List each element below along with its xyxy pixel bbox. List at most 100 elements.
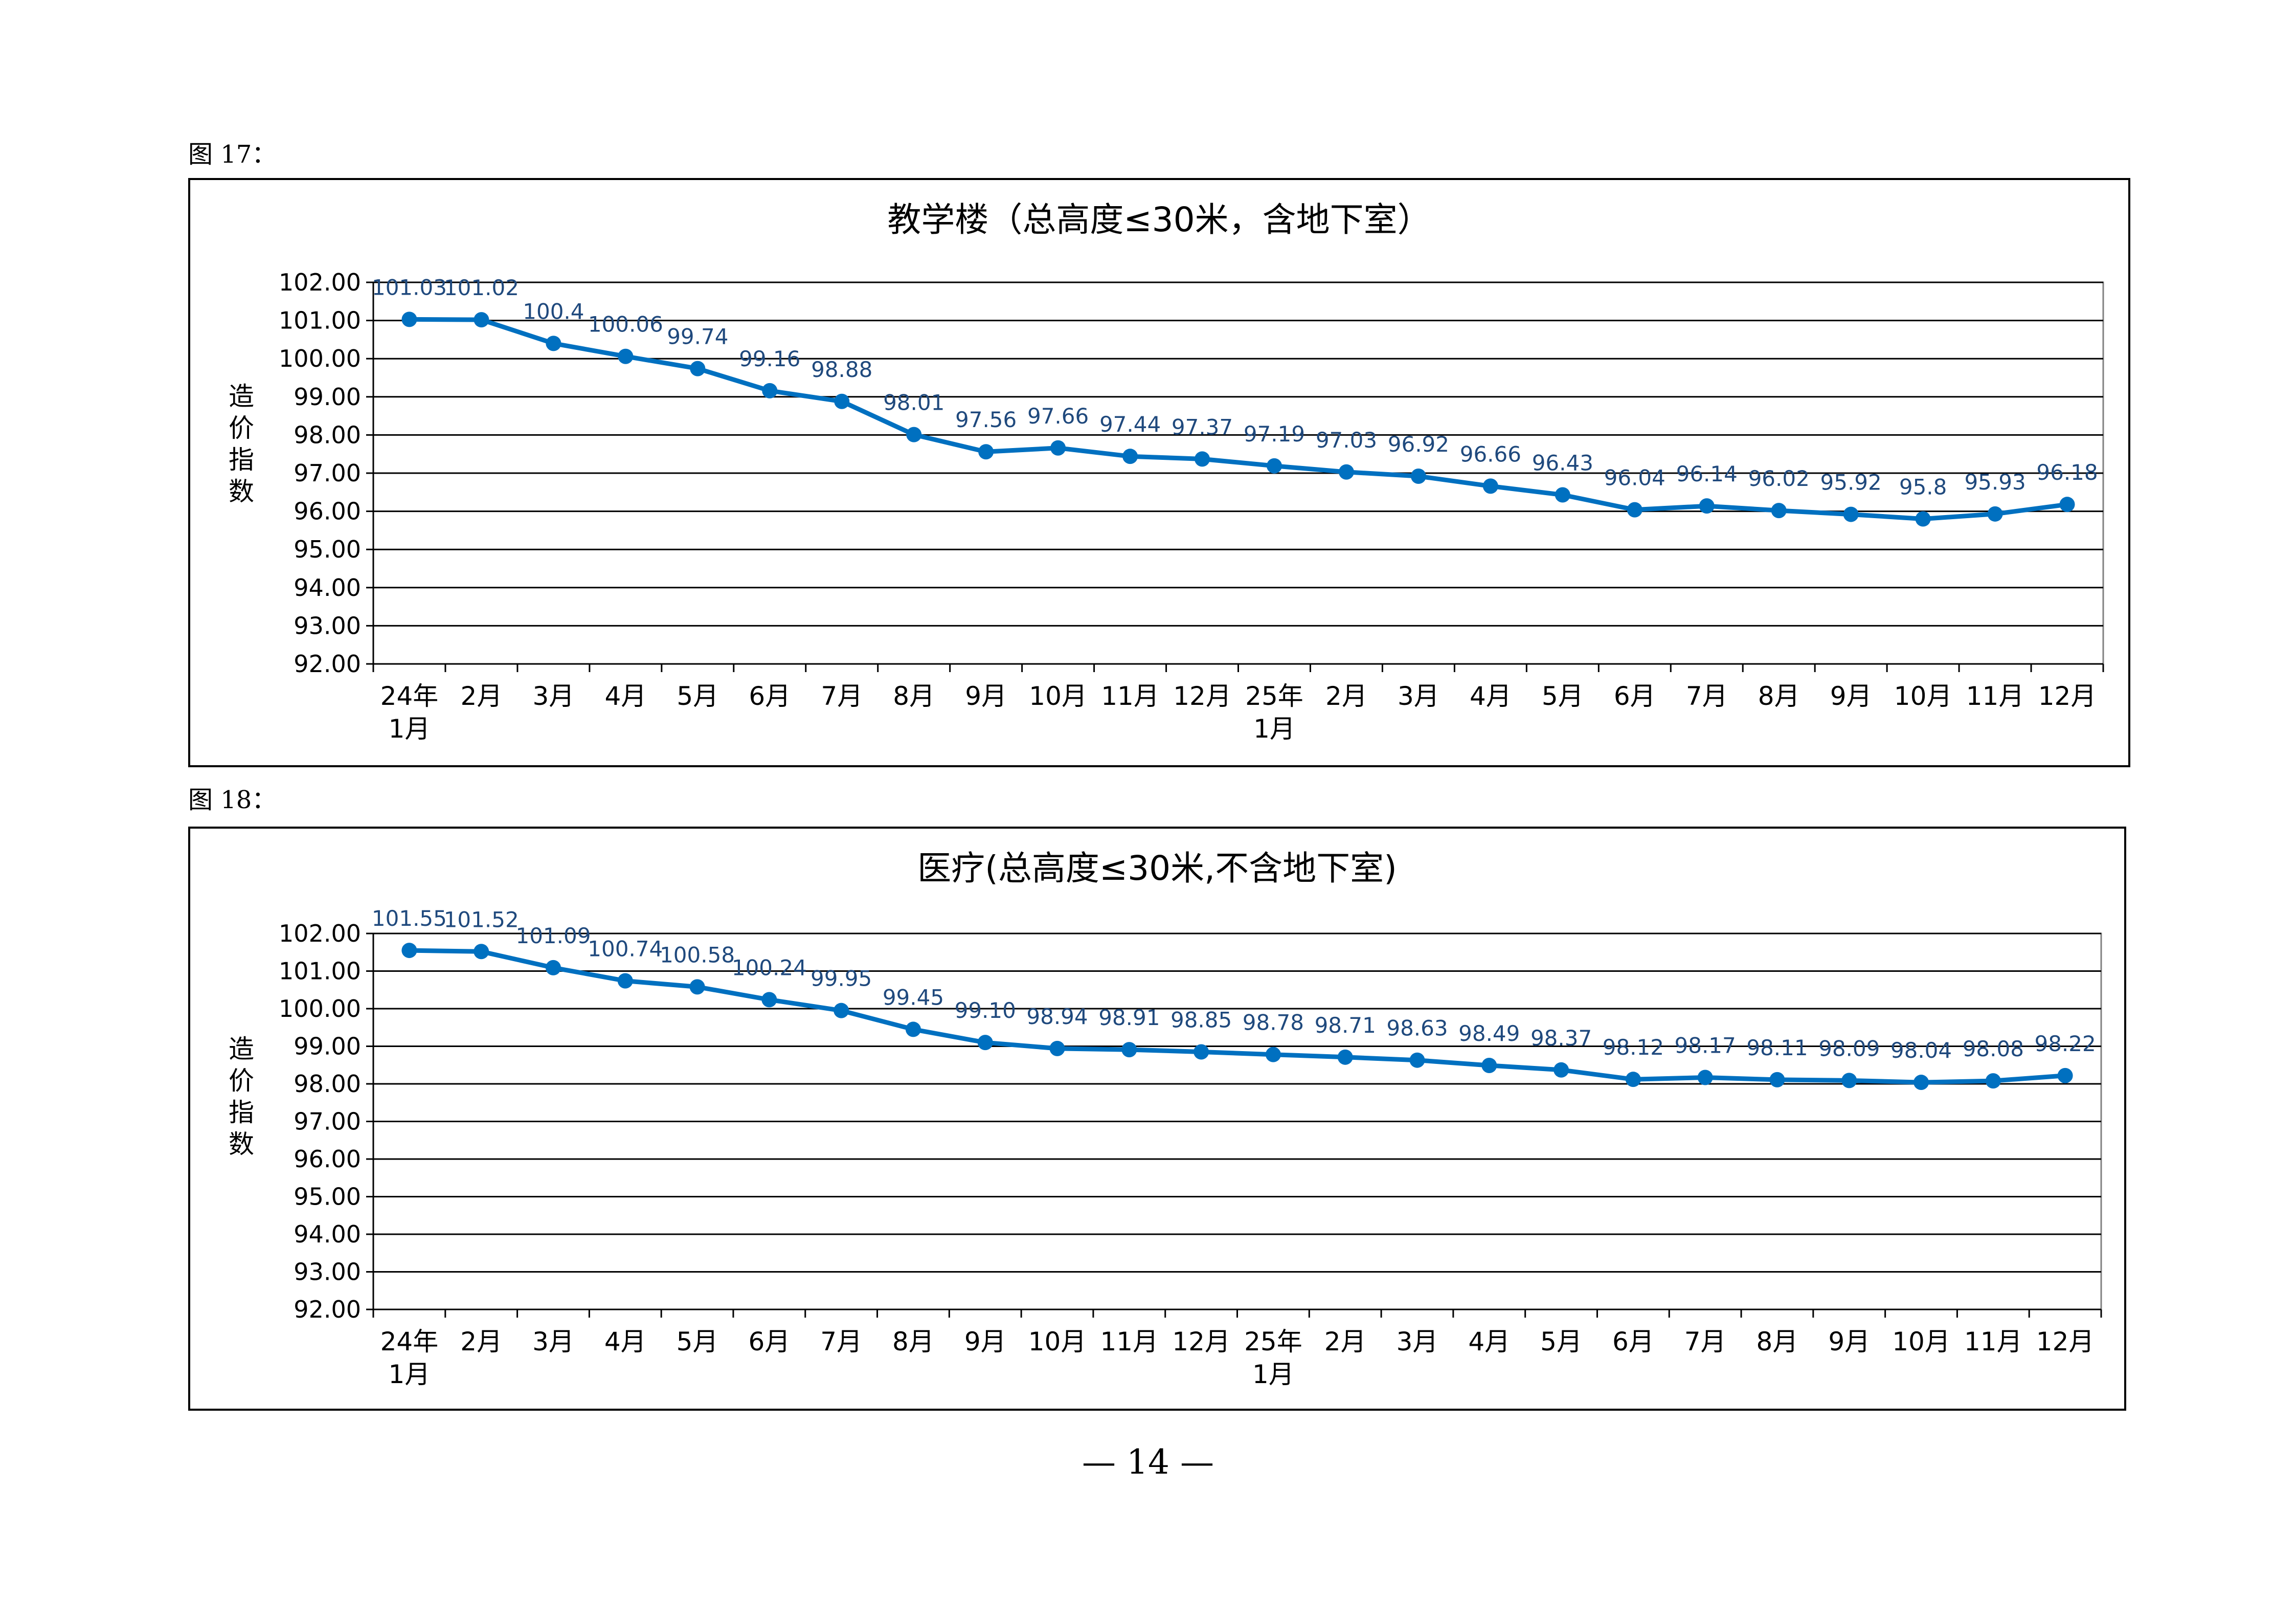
x-tick-label: 5月 [1540, 1327, 1582, 1356]
x-tick-label: 3月 [1398, 681, 1439, 711]
data-label: 99.74 [667, 324, 728, 349]
data-label: 95.8 [1899, 475, 1947, 500]
data-label: 100.58 [660, 942, 735, 967]
data-point [1338, 464, 1354, 480]
y-axis-label: 造价指数 [229, 1034, 254, 1159]
x-tick-label: 9月 [964, 1327, 1006, 1356]
x-tick-label: 12月 [2036, 1327, 2095, 1356]
data-point [905, 1021, 921, 1037]
data-point [978, 444, 994, 460]
x-tick-label: 11月 [1100, 1327, 1159, 1356]
x-tick-label: 11月 [1964, 1327, 2022, 1356]
data-point [1265, 1047, 1281, 1062]
data-point [1697, 1070, 1713, 1085]
x-tick-label: 12月 [2038, 681, 2097, 711]
data-point [474, 944, 489, 960]
x-tick-label: 3月 [532, 1327, 574, 1356]
data-label: 98.78 [1243, 1010, 1304, 1035]
data-label: 97.37 [1172, 414, 1233, 439]
data-label: 97.03 [1316, 428, 1377, 453]
data-label: 96.18 [2036, 460, 2098, 485]
x-tick-label: 9月 [1830, 681, 1872, 711]
y-tick-label: 95.00 [294, 1183, 361, 1211]
data-label: 101.02 [444, 275, 519, 300]
series-line [409, 317, 2068, 521]
data-point [1555, 487, 1570, 503]
figure-17-label: 图 17： [188, 140, 277, 169]
data-label: 97.56 [955, 407, 1017, 432]
data-label: 98.12 [1603, 1035, 1664, 1060]
data-label: 95.93 [1964, 470, 2025, 495]
y-tick-label: 98.00 [294, 1070, 361, 1098]
data-label: 100.06 [588, 312, 663, 337]
data-point [1699, 498, 1715, 514]
data-label: 98.04 [1890, 1038, 1952, 1063]
x-tick-label: 7月 [821, 681, 863, 711]
data-point [1914, 1075, 1929, 1091]
y-tick-label: 94.00 [294, 574, 361, 602]
x-tick-label: 2月 [460, 1327, 502, 1356]
data-point [1985, 1073, 2001, 1089]
data-label: 98.63 [1386, 1016, 1448, 1041]
data-point [1050, 440, 1066, 456]
x-tick-label: 2月 [1324, 1327, 1366, 1356]
data-point [834, 393, 850, 409]
series-line [409, 948, 2065, 1085]
data-label: 98.37 [1530, 1026, 1592, 1051]
y-tick-label: 102.00 [279, 920, 361, 947]
y-tick-label: 102.00 [279, 269, 361, 296]
data-point [2059, 497, 2075, 513]
y-tick-label: 93.00 [294, 1258, 361, 1286]
x-tick-label: 10月 [1028, 1327, 1087, 1356]
data-label: 98.91 [1098, 1005, 1160, 1030]
x-tick-label: 7月 [1684, 1327, 1726, 1356]
y-tick-label: 100.00 [279, 345, 361, 372]
data-point [2057, 1067, 2073, 1083]
data-label: 98.71 [1315, 1013, 1376, 1038]
x-tick-label: 2月 [461, 681, 503, 711]
x-tick-label: 5月 [677, 1327, 718, 1356]
data-point [1049, 1040, 1065, 1056]
y-tick-label: 92.00 [294, 650, 361, 678]
data-point [1195, 451, 1210, 467]
figure-18-label: 图 18： [188, 786, 277, 814]
data-point [1121, 1042, 1137, 1058]
y-axis-label: 造价指数 [229, 382, 254, 506]
data-label: 99.10 [955, 998, 1016, 1023]
data-label: 96.02 [1748, 466, 1810, 491]
data-point [762, 383, 778, 398]
data-point [1409, 1052, 1425, 1068]
data-label: 101.55 [372, 906, 447, 931]
x-tick-label: 5月 [677, 681, 718, 711]
y-tick-label: 99.00 [294, 383, 361, 411]
chart-title: 教学楼（总高度≤30米，含地下室） [887, 200, 1431, 239]
x-tick-label: 8月 [893, 681, 935, 711]
y-tick-label: 97.00 [294, 1108, 361, 1136]
data-label: 97.44 [1099, 412, 1161, 437]
x-tick-label: 10月 [1029, 681, 1087, 711]
x-tick-label: 8月 [1757, 1327, 1798, 1356]
x-tick-label: 9月 [1828, 1327, 1870, 1356]
data-point [1554, 1062, 1569, 1078]
data-label: 96.04 [1604, 465, 1665, 491]
data-label: 96.14 [1676, 461, 1738, 486]
data-point [1915, 511, 1931, 527]
x-tick-label: 4月 [604, 1327, 646, 1356]
data-point [1266, 458, 1282, 474]
data-label: 99.95 [811, 966, 872, 991]
data-point [401, 312, 417, 327]
x-tick-label: 9月 [965, 681, 1007, 711]
chart-teaching-building: 教学楼（总高度≤30米，含地下室） 造价指数 102.00 101.00 100.00 9… [188, 178, 2130, 767]
x-tick-label: 6月 [1612, 1327, 1654, 1356]
y-tick-label: 96.00 [294, 1145, 361, 1173]
data-label: 98.17 [1675, 1033, 1736, 1058]
data-label: 98.49 [1458, 1021, 1520, 1046]
chart-title: 医疗(总高度≤30米,不含地下室) [917, 849, 1397, 888]
data-point [761, 992, 777, 1008]
page-number: — 14 — [1082, 1442, 1214, 1482]
x-tick-label: 12月 [1173, 681, 1231, 711]
data-point [1625, 1072, 1641, 1087]
y-tick-label: 98.00 [294, 421, 361, 449]
data-label: 97.66 [1027, 404, 1089, 429]
data-point [1410, 468, 1426, 484]
